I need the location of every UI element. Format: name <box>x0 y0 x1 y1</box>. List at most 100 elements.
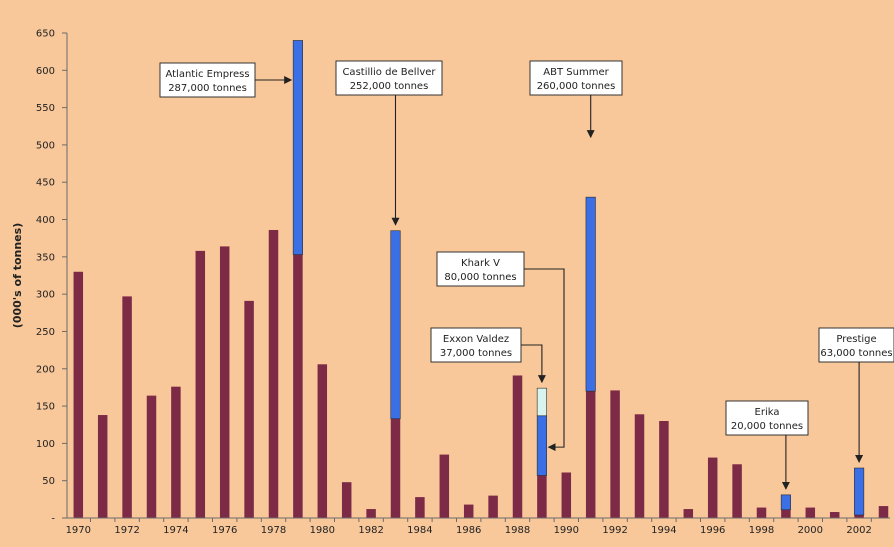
bar-1998-series-0 <box>756 507 767 518</box>
callout-arrow <box>524 268 565 452</box>
bar-2001-series-0 <box>829 512 840 518</box>
x-tick-label-2002: 2002 <box>846 525 871 536</box>
callout-box <box>335 60 443 96</box>
callout-exxon-valdez: Exxon Valdez 37,000 tonnes <box>430 327 546 384</box>
axes <box>66 33 890 519</box>
bar-2002-series-0 <box>854 515 864 518</box>
bar-1976-series-0 <box>219 246 230 518</box>
bar-1996-series-0 <box>707 457 718 518</box>
x-tick-label-1982: 1982 <box>358 525 383 536</box>
y-tick-label-400: 400 <box>36 215 55 226</box>
bar-1989-series-1 <box>536 415 547 476</box>
x-tick-label-2000: 2000 <box>798 525 823 536</box>
bar-2002-series-1 <box>854 467 865 516</box>
bar-1999-series-0 <box>781 509 791 518</box>
y-axis-ticks: - 50 100 150 200 250 300 350 400 450 500 550 600 650 <box>36 29 67 525</box>
bar-1971-series-0 <box>97 415 108 518</box>
bar-2000-series-0 <box>805 507 816 518</box>
x-tick-label-1996: 1996 <box>700 525 725 536</box>
bar-1974-series-0 <box>171 386 181 518</box>
bar-1979-series-1 <box>292 40 303 255</box>
x-tick-label-1992: 1992 <box>602 525 627 536</box>
bar-1983-series-0 <box>390 418 401 518</box>
bar-1980-series-0 <box>317 364 328 518</box>
bar-1978-series-0 <box>268 229 279 518</box>
bar-1987-series-0 <box>488 495 498 518</box>
callout-arrow <box>521 344 546 384</box>
x-tick-label-1990: 1990 <box>554 525 579 536</box>
annotations-group: Atlantic Empress 287,000 tonnes Castillio … <box>159 60 894 490</box>
bar-1972-series-0 <box>122 296 132 518</box>
x-tick-label-1986: 1986 <box>456 525 481 536</box>
y-tick-label-550: 550 <box>36 103 55 114</box>
y-axis-label: (000's of tonnes) <box>11 223 24 328</box>
x-tick-label-1974: 1974 <box>163 525 188 536</box>
bar-1986-series-0 <box>463 504 474 518</box>
x-tick-label-1980: 1980 <box>310 525 335 536</box>
bar-1995-series-0 <box>683 509 694 518</box>
bar-1990-series-0 <box>561 472 572 518</box>
bar-1999-series-1 <box>780 494 791 511</box>
bar-1977-series-0 <box>244 300 254 518</box>
callout-tonnes: 287,000 tonnes <box>168 83 247 94</box>
callout-box <box>529 60 623 96</box>
x-tick-label-1994: 1994 <box>651 525 676 536</box>
callout-erika: Erika 20,000 tonnes <box>725 400 809 490</box>
bar-1970-series-0 <box>73 271 84 518</box>
bar-1973-series-0 <box>146 395 157 518</box>
callout-atlantic-empress: Atlantic Empress 287,000 tonnes <box>159 62 293 98</box>
callout-name: Prestige <box>836 334 876 345</box>
bar-1985-series-0 <box>439 454 450 518</box>
x-tick-label-1978: 1978 <box>261 525 286 536</box>
y-tick-label-300: 300 <box>36 290 55 301</box>
bar-1982-series-0 <box>366 509 376 518</box>
bar-1989-series-0 <box>537 475 547 518</box>
bar-1997-series-0 <box>732 464 742 518</box>
callout-castillio-de-bellver: Castillio de Bellver 252,000 tonnes <box>335 60 443 226</box>
y-tick-label-0: - <box>51 514 55 525</box>
callout-name: Exxon Valdez <box>443 334 509 345</box>
x-tick-label-1970: 1970 <box>66 525 91 536</box>
y-tick-label-450: 450 <box>36 178 55 189</box>
callout-khark-v: Khark V 80,000 tonnes <box>436 251 565 452</box>
callout-name: Erika <box>755 407 780 418</box>
bar-1993-series-0 <box>634 414 645 518</box>
y-tick-label-500: 500 <box>36 140 55 151</box>
bar-1992-series-0 <box>610 390 620 518</box>
y-tick-label-50: 50 <box>42 476 55 487</box>
bars-group <box>73 40 889 518</box>
callout-box <box>436 251 525 287</box>
callout-box <box>818 327 894 363</box>
callout-name: Atlantic Empress <box>165 69 249 80</box>
bar-1979-series-0 <box>293 254 303 518</box>
bar-1984-series-0 <box>415 497 425 518</box>
callout-box <box>725 400 809 436</box>
y-tick-label-650: 650 <box>36 29 55 40</box>
callout-name: ABT Summer <box>543 67 609 78</box>
callout-box <box>430 327 522 363</box>
callout-prestige: Prestige 63,000 tonnes <box>818 327 894 464</box>
x-tick-label-1984: 1984 <box>407 525 432 536</box>
x-axis-ticks: 1970 1972 1974 1976 1978 1980 1982 1984 1986 1988… <box>66 518 872 536</box>
y-tick-label-150: 150 <box>36 402 55 413</box>
bar-1981-series-0 <box>341 482 352 518</box>
x-tick-label-1998: 1998 <box>749 525 774 536</box>
bar-1994-series-0 <box>659 421 669 518</box>
callout-tonnes: 20,000 tonnes <box>731 421 803 432</box>
bar-1989-series-2 <box>536 387 547 417</box>
bar-1988-series-0 <box>512 375 523 518</box>
y-tick-label-200: 200 <box>36 364 55 375</box>
x-tick-label-1972: 1972 <box>114 525 139 536</box>
callout-tonnes: 37,000 tonnes <box>440 348 512 359</box>
y-tick-label-250: 250 <box>36 327 55 338</box>
bar-1991-series-1 <box>585 196 596 392</box>
callout-name: Khark V <box>461 258 500 269</box>
x-tick-label-1988: 1988 <box>505 525 530 536</box>
x-tick-label-1976: 1976 <box>212 525 237 536</box>
callout-name: Castillio de Bellver <box>342 67 436 78</box>
callout-tonnes: 80,000 tonnes <box>444 272 516 283</box>
y-tick-label-600: 600 <box>36 66 55 77</box>
bar-2003-series-0 <box>878 506 889 518</box>
